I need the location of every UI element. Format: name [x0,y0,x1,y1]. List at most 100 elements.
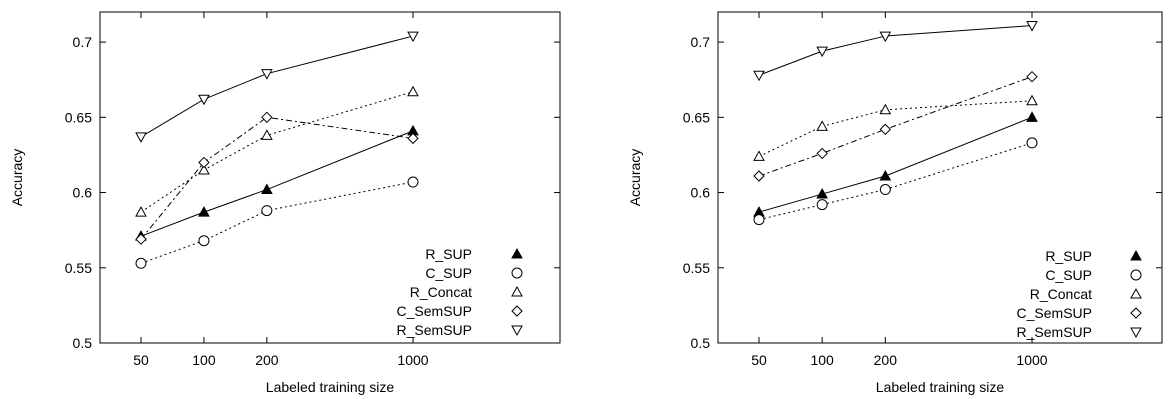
legend-entry: R_SemSUP [397,322,523,338]
legend-marker [511,267,523,279]
series-r-concat [135,85,419,217]
series-line [758,116,1033,213]
data-point [198,235,210,247]
series-c-semsup [753,70,1038,182]
y-tick-label: 0.5 [691,335,711,351]
x-tick-label: 200 [255,352,279,368]
plot-frame [717,11,1163,344]
data-point [261,111,273,124]
data-point [407,31,419,43]
y-tick-label: 0.6 [73,185,93,201]
legend-marker [511,325,523,337]
legend-label: R_Concat [1030,286,1092,302]
data-point [753,214,765,226]
legend-marker [1130,327,1142,339]
series-line [758,100,1033,157]
legend-marker [1130,269,1142,281]
data-point [879,31,892,43]
series-c-sup [753,137,1038,226]
legend-entry: R_SemSUP [1017,324,1142,340]
data-point [135,206,147,217]
data-point [198,206,210,217]
legend-entry: C_SemSUP [397,303,523,319]
legend-entry: R_Concat [410,284,523,300]
y-tick-label: 0.65 [65,109,92,125]
data-point [135,257,147,269]
data-point [261,183,273,195]
legend-entry: C_SemSUP [1017,305,1142,321]
data-point [816,199,828,211]
legend-entry: C_SUP [1045,267,1142,283]
x-tick-label: 200 [874,352,898,368]
data-point [1026,137,1038,149]
data-point [407,85,419,97]
data-point [261,129,273,140]
data-point [198,156,210,169]
legend-label: R_Concat [410,284,472,300]
legend-entry: R_Concat [1030,286,1142,302]
data-point [879,123,892,136]
data-point [753,170,765,182]
series-c-sup [135,176,419,269]
data-point [816,120,829,131]
legend-label: C_SemSUP [1017,305,1092,321]
data-point [1026,94,1038,106]
series-r-semsup [135,31,419,143]
data-point [879,169,892,181]
legend-label: R_SemSUP [397,322,472,338]
series-line [758,25,1033,76]
series-line [758,76,1033,177]
data-point [407,176,419,188]
data-point [879,184,891,196]
data-point [135,233,147,245]
y-tick-label: 0.65 [683,109,710,125]
legend-label: C_SemSUP [397,303,472,319]
x-tick-label: 1000 [1016,352,1047,368]
data-point [1026,21,1038,32]
legend-marker [1130,287,1142,299]
x-tick-label: 1000 [397,352,428,368]
data-point [135,132,147,143]
legend-label: R_SemSUP [1017,324,1092,340]
data-point [753,70,765,82]
legend-entry: R_SUP [425,246,523,262]
y-axis-label: Accuracy [627,149,643,207]
legend-label: R_SUP [1045,248,1092,264]
y-tick-label: 0.55 [683,260,710,276]
data-point [198,94,210,106]
data-point [1026,111,1038,122]
plot-frame [99,11,561,344]
x-tick-label: 100 [810,352,834,368]
legend-entry: R_SUP [1045,248,1142,264]
series-line [140,181,414,264]
data-point [816,188,829,199]
y-tick-label: 0.7 [73,34,93,50]
legend-label: C_SUP [1045,267,1092,283]
series-r-semsup [753,21,1038,82]
legend-label: C_SUP [425,265,472,281]
legend-entry: C_SUP [425,265,523,281]
data-point [261,205,273,217]
legend-label: R_SUP [425,246,472,262]
y-tick-label: 0.7 [691,34,711,50]
y-tick-label: 0.5 [73,335,93,351]
data-point [879,103,892,115]
series-c-semsup [135,111,419,245]
y-axis-label: Accuracy [9,149,25,207]
series-line [758,142,1033,221]
legend-marker [511,285,523,297]
series-r-concat [753,94,1038,161]
chart-panel-2: 0.5 0.55 0.6 0.65 0.7 50 100 200 1000 Labeled tra… [627,11,1163,395]
x-tick-label: 100 [192,352,216,368]
x-axis-label: Labeled training size [266,379,395,395]
series-line [140,130,414,237]
series-r-sup [753,111,1038,217]
data-point [261,69,273,80]
y-tick-label: 0.6 [691,185,711,201]
series-r-sup [135,124,419,241]
series-line [140,91,414,213]
data-point [816,46,829,58]
legend-marker [511,305,523,317]
